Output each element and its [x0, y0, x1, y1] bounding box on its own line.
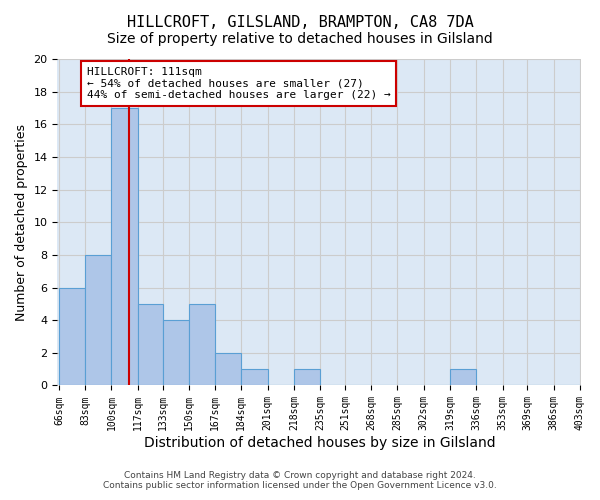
- Bar: [163, 320, 189, 386]
- Bar: [85, 255, 112, 386]
- Bar: [241, 369, 268, 386]
- Text: Size of property relative to detached houses in Gilsland: Size of property relative to detached ho…: [107, 32, 493, 46]
- Bar: [215, 353, 241, 386]
- Y-axis label: Number of detached properties: Number of detached properties: [15, 124, 28, 320]
- Bar: [112, 108, 138, 386]
- Bar: [189, 304, 215, 386]
- Text: Contains HM Land Registry data © Crown copyright and database right 2024.
Contai: Contains HM Land Registry data © Crown c…: [103, 470, 497, 490]
- X-axis label: Distribution of detached houses by size in Gilsland: Distribution of detached houses by size …: [143, 436, 495, 450]
- Text: HILLCROFT: 111sqm
← 54% of detached houses are smaller (27)
44% of semi-detached: HILLCROFT: 111sqm ← 54% of detached hous…: [87, 67, 391, 100]
- Bar: [450, 369, 476, 386]
- Text: HILLCROFT, GILSLAND, BRAMPTON, CA8 7DA: HILLCROFT, GILSLAND, BRAMPTON, CA8 7DA: [127, 15, 473, 30]
- Bar: [294, 369, 320, 386]
- Bar: [138, 304, 163, 386]
- Bar: [59, 288, 85, 386]
